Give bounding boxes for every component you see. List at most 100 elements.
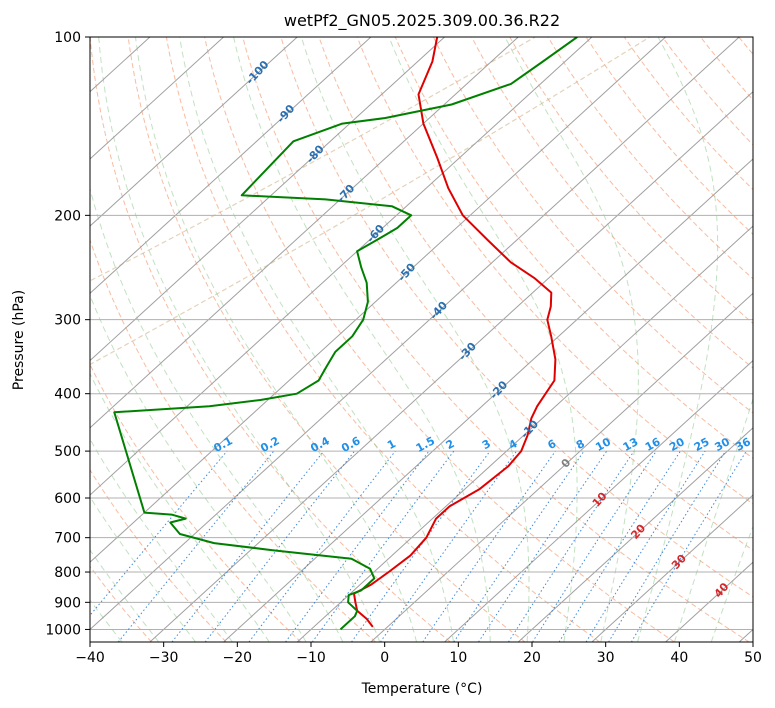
mixing-ratio-line [90, 450, 228, 617]
mixing-ratio-line [630, 450, 747, 642]
dry-adiabat-line [509, 37, 753, 324]
isotherm-line [90, 37, 740, 631]
x-tick-label: 40 [670, 650, 688, 666]
y-axis-label: Pressure (hPa) [11, 290, 27, 390]
dry-adiabat-line [585, 37, 753, 235]
mixing-ratio-line [351, 450, 491, 642]
mixing-ratio-label: 13 [621, 435, 641, 454]
moist-adiabat-line [388, 37, 578, 642]
moist-adiabat-line [90, 438, 233, 642]
y-tick-label: 300 [54, 313, 81, 329]
moist-adiabat-line [179, 37, 454, 642]
mixing-ratio-label: 0.4 [308, 434, 332, 455]
x-tick-label: 30 [597, 650, 615, 666]
mixing-ratio-label: 1.5 [414, 434, 437, 455]
dry-adiabat-line [318, 37, 753, 551]
mixing-ratio-line [379, 450, 518, 642]
moist-adiabat-line [710, 525, 753, 642]
dry-adiabat-line [661, 37, 753, 146]
mixing-ratio-line [204, 450, 355, 642]
moist-adiabat-line [90, 496, 196, 642]
temperature-profile-line [353, 37, 557, 628]
dry-adiabat-line [0, 37, 2, 642]
dry-adiabat-line [90, 238, 376, 642]
isotherm-line [149, 90, 753, 642]
mixing-ratio-line [311, 450, 455, 642]
dry-adiabat-line [90, 468, 227, 642]
dry-adiabat-line [90, 363, 302, 642]
dry-adiabat-line [356, 37, 753, 505]
mixing-ratio-label: 0.1 [211, 434, 234, 455]
plot-frame [89, 36, 754, 643]
mixing-ratio-label: 1 [385, 437, 398, 452]
dry-adiabat-line [204, 37, 675, 642]
isotherm-line [90, 37, 519, 429]
y-tick-label: 600 [54, 491, 81, 507]
isotherm-label: -100 [243, 58, 271, 87]
isotherm-line [591, 494, 753, 642]
x-tick-label: −30 [149, 650, 179, 666]
moist-adiabat-line [504, 37, 639, 642]
isotherm-line [90, 37, 224, 160]
mixing-ratio-line [117, 450, 275, 642]
isotherm-line [90, 37, 445, 362]
dry-adiabat-line [165, 37, 600, 642]
y-tick-label: 900 [54, 595, 81, 611]
isotherm-line [370, 292, 753, 642]
isotherm-line [223, 158, 753, 642]
mixing-ratio-line [422, 450, 556, 642]
moist-adiabat-line [135, 37, 418, 642]
dry-adiabat-line [242, 37, 750, 642]
isotherm-line [90, 37, 666, 563]
dry-adiabat-line [90, 37, 451, 642]
mixing-ratio-label: 0.2 [258, 434, 281, 455]
isotherm-line [444, 359, 753, 642]
x-tick-label: −20 [223, 650, 253, 666]
isotherm-line [0, 37, 3, 642]
isotherm-line [665, 561, 753, 642]
moist-adiabat-line [90, 549, 160, 642]
mixing-ratio-line [585, 450, 706, 642]
chart-title: wetPf2_GN05.2025.309.00.36.R22 [284, 11, 560, 31]
x-axis-label: Temperature (°C) [361, 681, 483, 697]
y-tick-label: 800 [54, 565, 81, 581]
y-tick-label: 700 [54, 531, 81, 547]
mixing-ratio-line [507, 450, 635, 642]
isotherm-line [90, 37, 372, 295]
moist-adiabat-line [300, 37, 530, 642]
mixing-ratio-label: 6 [545, 437, 558, 452]
dry-adiabat-line [433, 37, 753, 414]
mixing-ratio-line [285, 450, 430, 642]
dry-adiabat-line [127, 37, 526, 642]
y-tick-label: 200 [54, 208, 81, 224]
y-tick-label: 1000 [45, 622, 81, 638]
dry-adiabat-line [547, 37, 753, 280]
mixing-ratio-line [453, 450, 585, 642]
x-tick-label: −40 [75, 650, 105, 666]
dry-adiabat-line [700, 37, 753, 101]
frost-point-line [90, 37, 651, 366]
y-tick-label: 400 [54, 387, 81, 403]
moist-adiabat-line [90, 186, 344, 642]
moist-adiabat-line [98, 37, 381, 642]
frost-point-line [90, 37, 536, 282]
moist-adiabat-line [90, 372, 270, 642]
x-tick-label: 50 [744, 650, 762, 666]
dewpoint-profile-line [113, 37, 578, 631]
mixing-ratio-label: 3 [480, 437, 493, 452]
mixing-ratio-label: 25 [692, 435, 712, 454]
mixing-ratio-label: 2 [444, 437, 457, 452]
x-tick-label: 20 [523, 650, 541, 666]
moist-adiabat-line [233, 37, 491, 642]
mixing-ratio-label: 36 [733, 435, 753, 454]
dry-adiabat-line [471, 37, 753, 369]
x-tick-label: 0 [380, 650, 389, 666]
mixing-ratio-line [532, 450, 657, 642]
isotherm-line [517, 427, 753, 642]
y-tick-label: 100 [54, 30, 81, 46]
mixing-ratio-label: 0.6 [339, 434, 363, 455]
x-tick-label: −10 [296, 650, 326, 666]
x-tick-label: 10 [449, 650, 467, 666]
isotherm-line [296, 225, 753, 642]
